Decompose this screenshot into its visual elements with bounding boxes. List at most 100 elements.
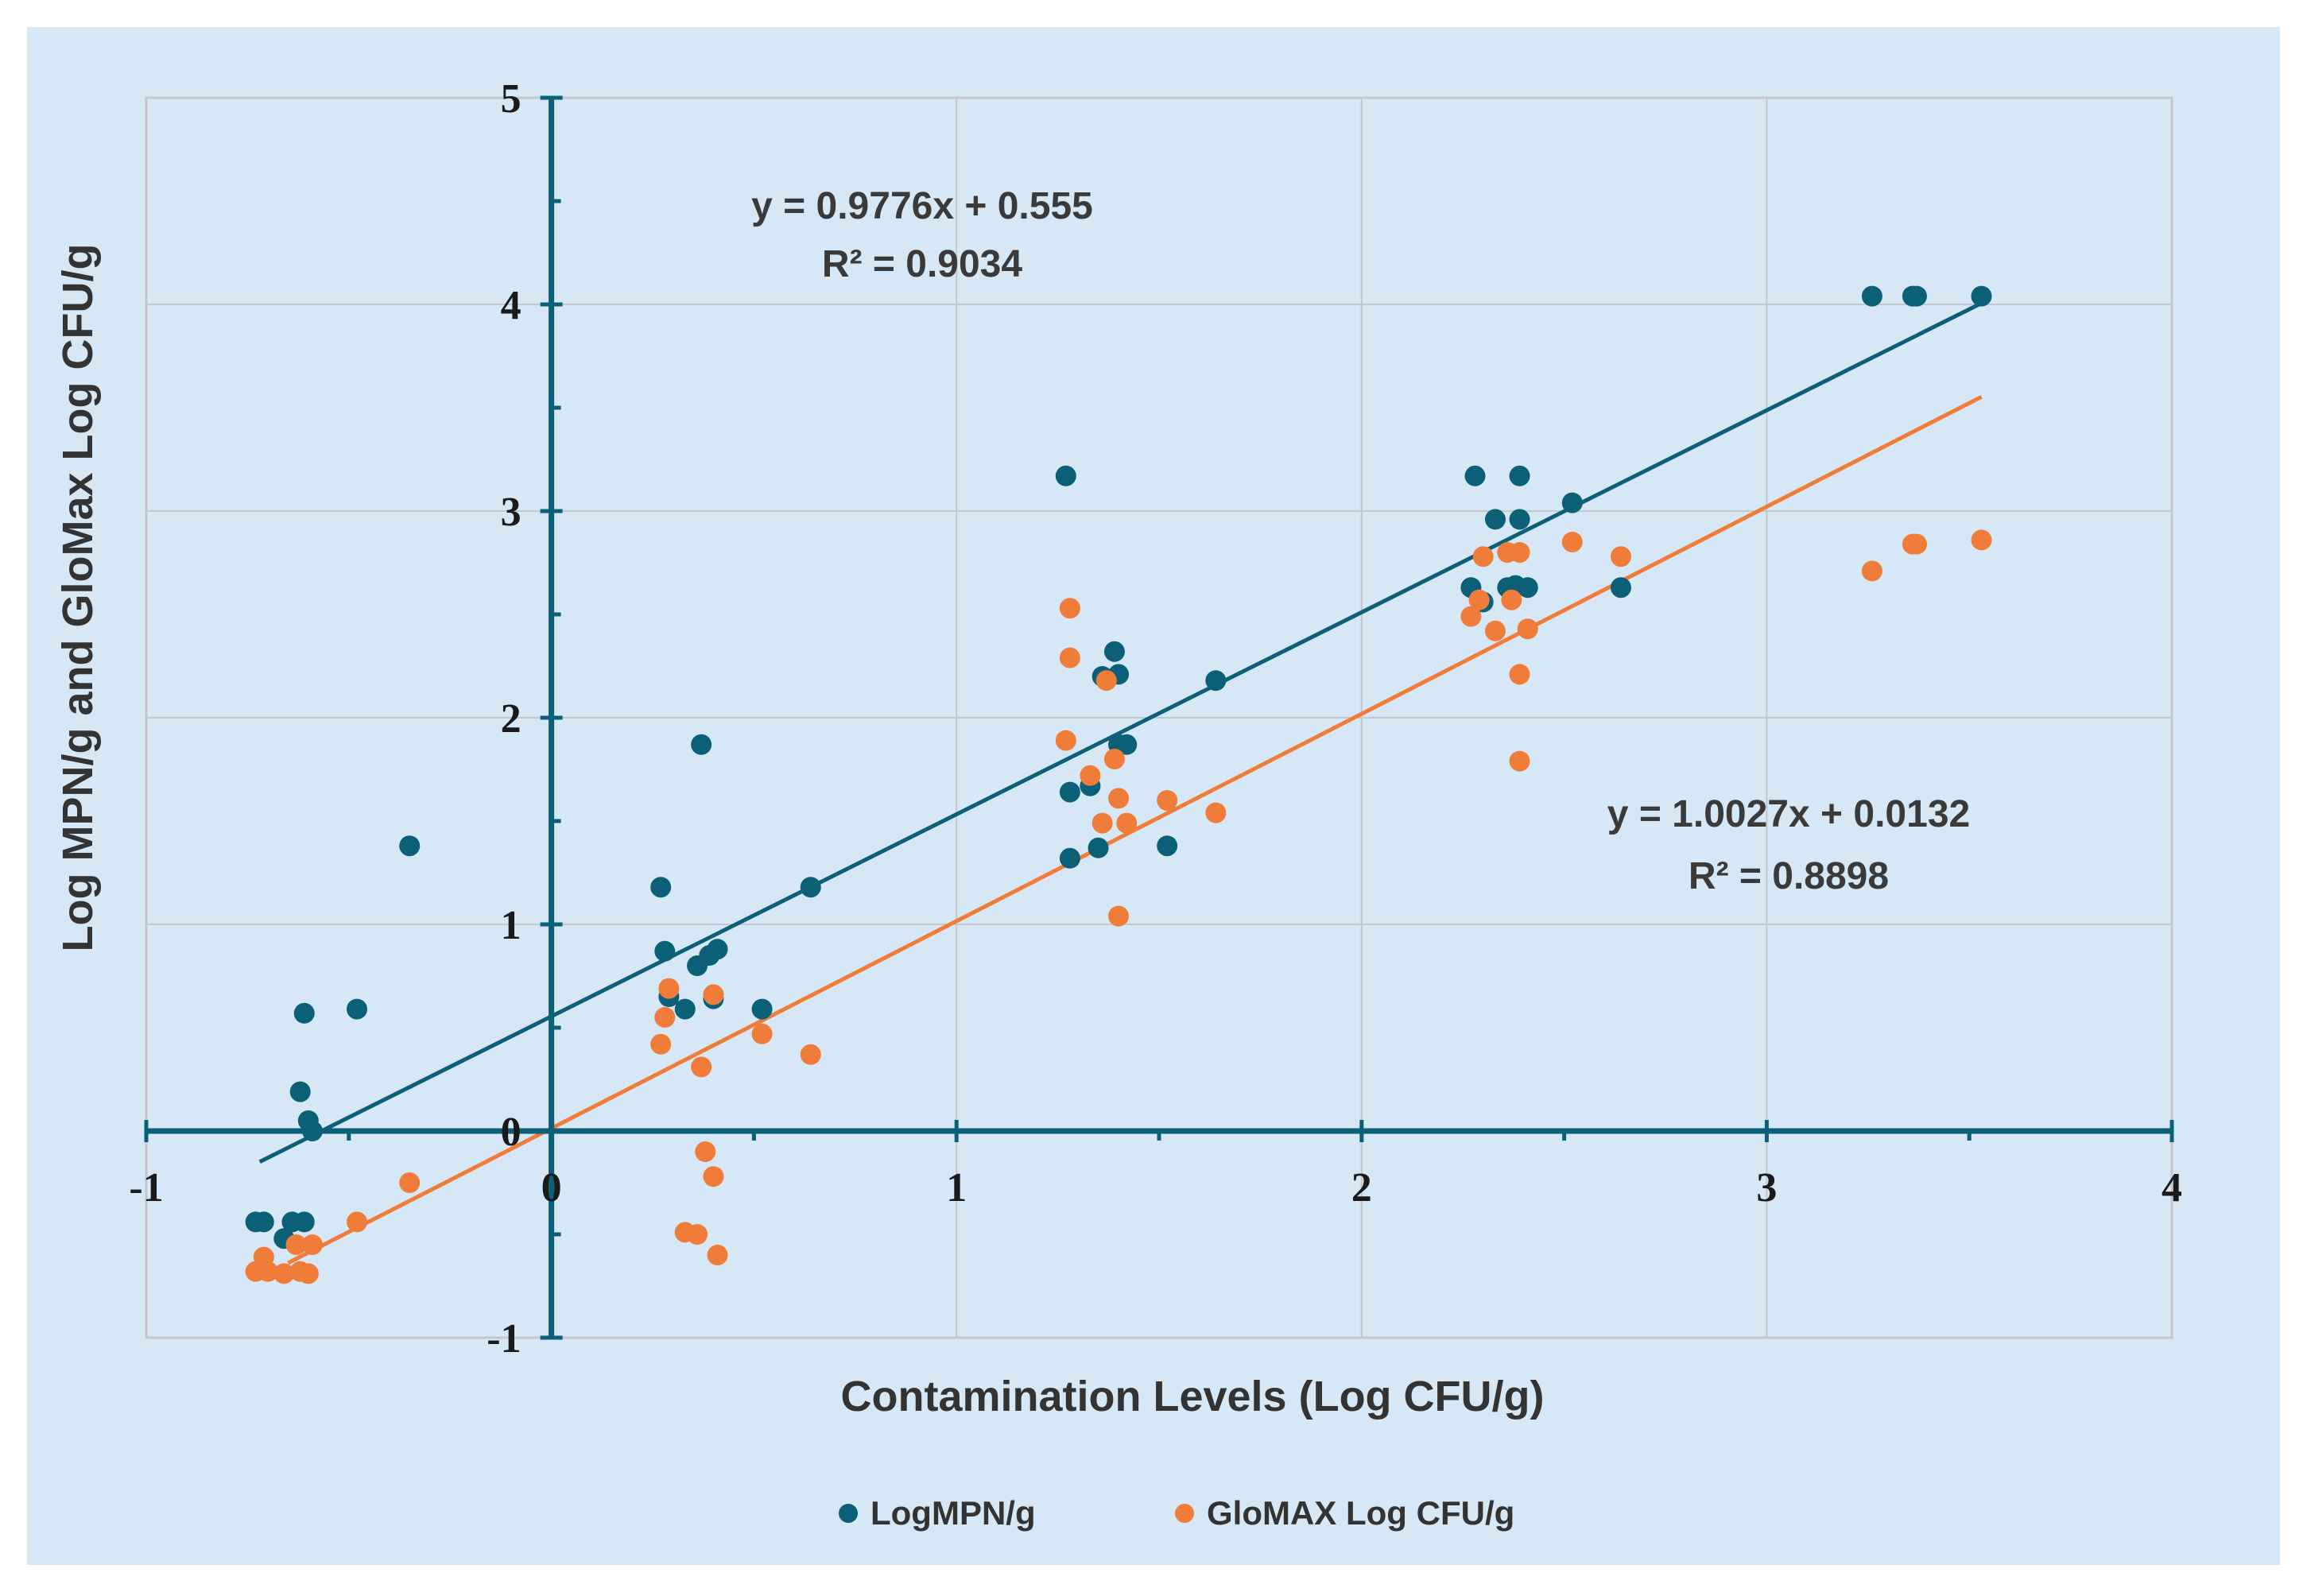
glomax-r2-label: R² = 0.8898 bbox=[1689, 855, 1889, 897]
mpn-r2-label: R² = 0.9034 bbox=[822, 243, 1022, 285]
glomax-point bbox=[1517, 618, 1538, 640]
glomax-point bbox=[650, 1033, 672, 1055]
glomax-point bbox=[1484, 620, 1506, 641]
glomax-point bbox=[1460, 606, 1482, 627]
axes bbox=[144, 95, 2174, 1340]
logmpn-point bbox=[1561, 492, 1583, 513]
legend-marker-glomax bbox=[1175, 1504, 1194, 1523]
glomax-point bbox=[1091, 812, 1113, 834]
glomax-point bbox=[703, 984, 724, 1005]
glomax-point bbox=[1971, 529, 1992, 551]
mpn-equation-label: y = 0.9776x + 0.555 bbox=[751, 185, 1093, 227]
logmpn-point bbox=[1205, 670, 1227, 691]
y-tick-label: 2 bbox=[501, 696, 521, 742]
legend: LogMPN/g GloMAX Log CFU/g bbox=[839, 1494, 1514, 1532]
x-tick-label: 3 bbox=[1756, 1165, 1777, 1211]
logmpn-point bbox=[1157, 835, 1178, 857]
y-tick-label: 5 bbox=[501, 76, 521, 122]
glomax-point bbox=[1095, 670, 1117, 691]
logmpn-point bbox=[1971, 285, 1992, 307]
logmpn-point bbox=[751, 998, 773, 1020]
glomax-point bbox=[1561, 532, 1583, 552]
logmpn-point bbox=[1906, 285, 1927, 307]
legend-label-logmpn: LogMPN/g bbox=[870, 1494, 1036, 1532]
glomax-equation-label: y = 1.0027x + 0.0132 bbox=[1607, 793, 1970, 835]
logmpn-point bbox=[1509, 509, 1530, 530]
logmpn-point bbox=[707, 939, 728, 960]
data-points bbox=[245, 285, 1992, 1284]
logmpn-point bbox=[1103, 641, 1125, 662]
logmpn-trendline bbox=[258, 301, 1983, 1164]
glomax-point bbox=[1501, 589, 1522, 610]
logmpn-point bbox=[1509, 465, 1530, 486]
x-tick-label: 1 bbox=[946, 1165, 967, 1211]
glomax-point bbox=[658, 978, 680, 999]
glomax-point bbox=[1610, 546, 1631, 568]
logmpn-point bbox=[1861, 285, 1882, 307]
glomax-point bbox=[1059, 598, 1080, 619]
y-tick-label: 4 bbox=[501, 283, 521, 328]
logmpn-point bbox=[1059, 847, 1080, 869]
chart-background bbox=[27, 27, 2280, 1565]
logmpn-point bbox=[293, 1211, 315, 1233]
glomax-point bbox=[800, 1044, 821, 1065]
glomax-point bbox=[1468, 589, 1490, 610]
logmpn-point bbox=[1610, 577, 1631, 598]
glomax-point bbox=[707, 1245, 728, 1265]
legend-label-glomax: GloMAX Log CFU/g bbox=[1207, 1494, 1514, 1532]
x-tick-label: 4 bbox=[2162, 1165, 2182, 1211]
logmpn-point bbox=[293, 1002, 315, 1024]
x-tick-label: 0 bbox=[541, 1165, 562, 1211]
glomax-point bbox=[1103, 749, 1125, 769]
logmpn-point bbox=[301, 1121, 323, 1141]
x-axis-title: Contamination Levels (Log CFU/g) bbox=[841, 1373, 1545, 1420]
logmpn-point bbox=[674, 998, 696, 1020]
glomax-point bbox=[1080, 765, 1101, 786]
logmpn-point bbox=[1484, 509, 1506, 530]
logmpn-point bbox=[650, 877, 672, 898]
glomax-point bbox=[703, 1166, 724, 1187]
glomax-point bbox=[1059, 647, 1080, 668]
logmpn-point bbox=[346, 998, 367, 1020]
glomax-point bbox=[1472, 546, 1494, 568]
logmpn-point bbox=[1116, 734, 1138, 755]
glomax-point bbox=[1205, 802, 1227, 823]
trendlines bbox=[258, 301, 1983, 1265]
logmpn-point bbox=[399, 835, 421, 857]
glomax-point bbox=[1108, 788, 1130, 809]
y-axis-title: Log MPN/g and GloMax Log CFU/g bbox=[54, 244, 102, 952]
logmpn-point bbox=[654, 940, 676, 962]
glomax-point bbox=[285, 1234, 307, 1255]
glomax-point bbox=[297, 1263, 319, 1284]
glomax-point bbox=[301, 1234, 323, 1255]
glomax-point bbox=[273, 1263, 295, 1284]
glomax-trendline bbox=[287, 395, 1983, 1265]
glomax-point bbox=[1509, 750, 1530, 772]
logmpn-point bbox=[289, 1081, 311, 1102]
logmpn-point bbox=[691, 734, 712, 755]
logmpn-point bbox=[1088, 837, 1109, 858]
glomax-point bbox=[1055, 730, 1076, 751]
logmpn-point bbox=[1059, 781, 1080, 803]
tick-labels: -1 0 1 2 3 4 -1 0 1 2 3 4 5 bbox=[129, 76, 2182, 1362]
x-tick-label: -1 bbox=[129, 1165, 163, 1211]
x-tick-label: 2 bbox=[1351, 1165, 1372, 1211]
y-tick-label: -1 bbox=[487, 1316, 521, 1362]
glomax-point bbox=[691, 1056, 712, 1078]
glomax-point bbox=[1116, 812, 1138, 834]
glomax-point bbox=[346, 1211, 367, 1233]
y-tick-label: 3 bbox=[501, 490, 521, 535]
glomax-point bbox=[751, 1023, 773, 1044]
glomax-point bbox=[1906, 533, 1927, 555]
legend-marker-logmpn bbox=[839, 1504, 858, 1523]
glomax-point bbox=[654, 1007, 676, 1028]
glomax-point bbox=[1157, 790, 1178, 811]
logmpn-point bbox=[1055, 465, 1076, 486]
glomax-point bbox=[1509, 664, 1530, 685]
logmpn-point bbox=[1517, 577, 1538, 598]
glomax-point bbox=[257, 1261, 278, 1282]
glomax-point bbox=[1861, 560, 1882, 582]
y-tick-label: 1 bbox=[501, 903, 521, 948]
